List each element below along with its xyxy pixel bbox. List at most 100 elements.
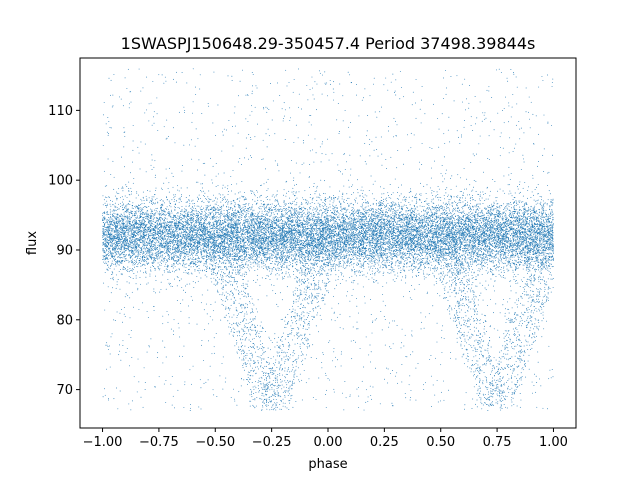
scatter-point <box>259 264 260 265</box>
scatter-point <box>351 232 352 233</box>
scatter-point <box>517 344 518 345</box>
scatter-point <box>520 200 521 201</box>
scatter-point <box>205 198 206 199</box>
scatter-point <box>418 269 419 270</box>
scatter-point <box>126 88 127 89</box>
scatter-point <box>353 280 354 281</box>
scatter-point <box>464 226 465 227</box>
scatter-point <box>328 269 329 270</box>
scatter-point <box>254 221 255 222</box>
scatter-point <box>546 221 547 222</box>
scatter-point <box>321 367 322 368</box>
scatter-point <box>462 291 463 292</box>
scatter-point <box>166 209 167 210</box>
scatter-point <box>300 324 301 325</box>
scatter-point <box>286 356 287 357</box>
scatter-point <box>496 211 497 212</box>
scatter-point <box>356 225 357 226</box>
scatter-point <box>211 256 212 257</box>
scatter-point <box>238 242 239 243</box>
scatter-point <box>484 115 485 116</box>
scatter-point <box>526 255 527 256</box>
scatter-point <box>177 390 178 391</box>
scatter-point <box>489 406 490 407</box>
scatter-point <box>252 218 253 219</box>
scatter-point <box>299 214 300 215</box>
scatter-point <box>402 259 403 260</box>
scatter-point <box>527 248 528 249</box>
scatter-point <box>441 266 442 267</box>
scatter-point <box>423 241 424 242</box>
scatter-point <box>232 208 233 209</box>
scatter-point <box>527 285 528 286</box>
scatter-point <box>397 223 398 224</box>
scatter-point <box>262 407 263 408</box>
scatter-point <box>378 217 379 218</box>
scatter-point <box>305 256 306 257</box>
scatter-point <box>467 249 468 250</box>
scatter-point <box>104 310 105 311</box>
scatter-point <box>473 297 474 298</box>
scatter-point <box>152 254 153 255</box>
scatter-point <box>509 334 510 335</box>
scatter-point <box>440 280 441 281</box>
scatter-point <box>329 230 330 231</box>
scatter-point <box>441 257 442 258</box>
scatter-point <box>388 244 389 245</box>
scatter-point <box>232 256 233 257</box>
scatter-point <box>474 215 475 216</box>
scatter-point <box>280 220 281 221</box>
scatter-point <box>135 263 136 264</box>
scatter-point <box>339 170 340 171</box>
scatter-point <box>549 235 550 236</box>
scatter-point <box>145 251 146 252</box>
scatter-point <box>299 213 300 214</box>
scatter-point <box>112 261 113 262</box>
scatter-point <box>273 399 274 400</box>
scatter-point <box>490 388 491 389</box>
scatter-point <box>325 242 326 243</box>
scatter-point <box>437 323 438 324</box>
scatter-point <box>374 251 375 252</box>
scatter-point <box>536 211 537 212</box>
scatter-point <box>256 332 257 333</box>
scatter-point <box>342 224 343 225</box>
scatter-point <box>309 214 310 215</box>
scatter-point <box>407 248 408 249</box>
scatter-point <box>488 237 489 238</box>
scatter-point <box>498 228 499 229</box>
scatter-point <box>480 192 481 193</box>
scatter-point <box>466 342 467 343</box>
scatter-point <box>378 156 379 157</box>
scatter-point <box>311 301 312 302</box>
scatter-point <box>411 218 412 219</box>
scatter-point <box>459 143 460 144</box>
scatter-point <box>427 293 428 294</box>
scatter-point <box>273 100 274 101</box>
scatter-point <box>369 235 370 236</box>
scatter-point <box>512 244 513 245</box>
scatter-point <box>132 259 133 260</box>
scatter-point <box>541 309 542 310</box>
scatter-point <box>462 102 463 103</box>
scatter-point <box>158 263 159 264</box>
scatter-point <box>103 212 104 213</box>
scatter-point <box>290 173 291 174</box>
scatter-point <box>357 328 358 329</box>
scatter-point <box>231 204 232 205</box>
scatter-point <box>108 286 109 287</box>
scatter-point <box>167 238 168 239</box>
scatter-point <box>345 263 346 264</box>
scatter-point <box>351 214 352 215</box>
scatter-point <box>152 253 153 254</box>
scatter-point <box>248 95 249 96</box>
scatter-point <box>335 274 336 275</box>
scatter-point <box>344 250 345 251</box>
scatter-point <box>469 344 470 345</box>
scatter-point <box>245 237 246 238</box>
scatter-point <box>432 231 433 232</box>
scatter-point <box>270 349 271 350</box>
scatter-point <box>357 249 358 250</box>
scatter-point <box>341 366 342 367</box>
scatter-point <box>222 194 223 195</box>
